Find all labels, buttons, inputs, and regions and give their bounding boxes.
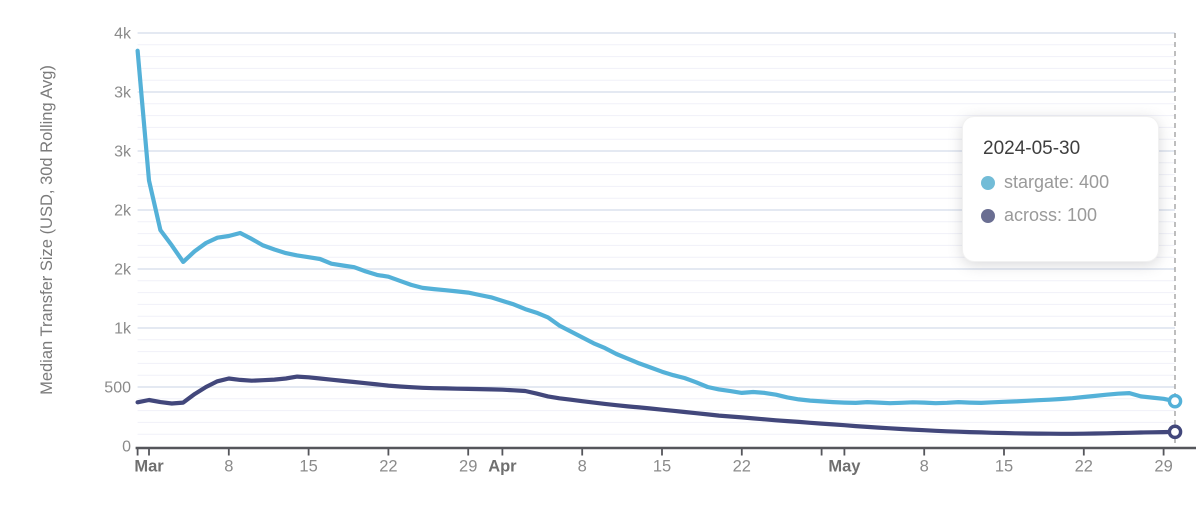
tooltip-date: 2024-05-30 <box>983 138 1081 159</box>
x-tick-label: 29 <box>1154 458 1172 476</box>
tooltip: 2024-05-30 stargate: 400 across: 100 <box>962 116 1159 262</box>
y-tick-label: 2k <box>114 262 132 279</box>
x-tick-label: 22 <box>379 458 397 476</box>
x-tick-label: May <box>828 458 861 476</box>
x-tick-label: 8 <box>224 458 233 476</box>
x-tick-label: Mar <box>134 458 164 476</box>
x-tick-label: 15 <box>995 458 1013 476</box>
y-tick-label: 2k <box>114 203 132 220</box>
tooltip-across-value: across: 100 <box>1004 205 1098 225</box>
x-tick-label: 22 <box>1075 458 1093 476</box>
y-tick-label: 4k <box>114 26 132 43</box>
x-tick-label: 15 <box>299 458 317 476</box>
x-tick-label: 8 <box>920 458 929 476</box>
series-line-across <box>135 374 1178 436</box>
tooltip-row-stargate: stargate: 400 <box>981 172 1144 193</box>
tooltip-stargate-value: stargate: 400 <box>1004 172 1110 192</box>
x-tick-label: 22 <box>733 458 751 476</box>
y-axis-title: Median Transfer Size (USD, 30d Rolling A… <box>38 65 56 395</box>
y-tick-label: 3k <box>114 144 132 161</box>
plot-area: Mar 8 15 22 29 Apr 8 15 22 May 8 15 22 29 0 500 1k 2k 2k 3k… <box>104 26 1196 476</box>
stargate-dot-icon <box>981 175 995 190</box>
y-tick-label: 3k <box>114 85 132 102</box>
x-tick-label: 15 <box>653 458 671 476</box>
across-dot-icon <box>981 208 995 223</box>
y-tick-label: 1k <box>114 321 132 338</box>
tooltip-row-across: across: 100 <box>981 205 1144 226</box>
y-tick-label: 0 <box>122 439 131 456</box>
series-line-stargate <box>135 48 1178 406</box>
x-tick-label: 29 <box>459 458 477 476</box>
x-tick-label: 8 <box>578 458 587 476</box>
y-tick-label: 500 <box>104 380 131 397</box>
end-marker-stargate <box>1167 393 1183 409</box>
end-marker-across <box>1167 424 1183 440</box>
x-tick-label: Apr <box>488 458 517 476</box>
